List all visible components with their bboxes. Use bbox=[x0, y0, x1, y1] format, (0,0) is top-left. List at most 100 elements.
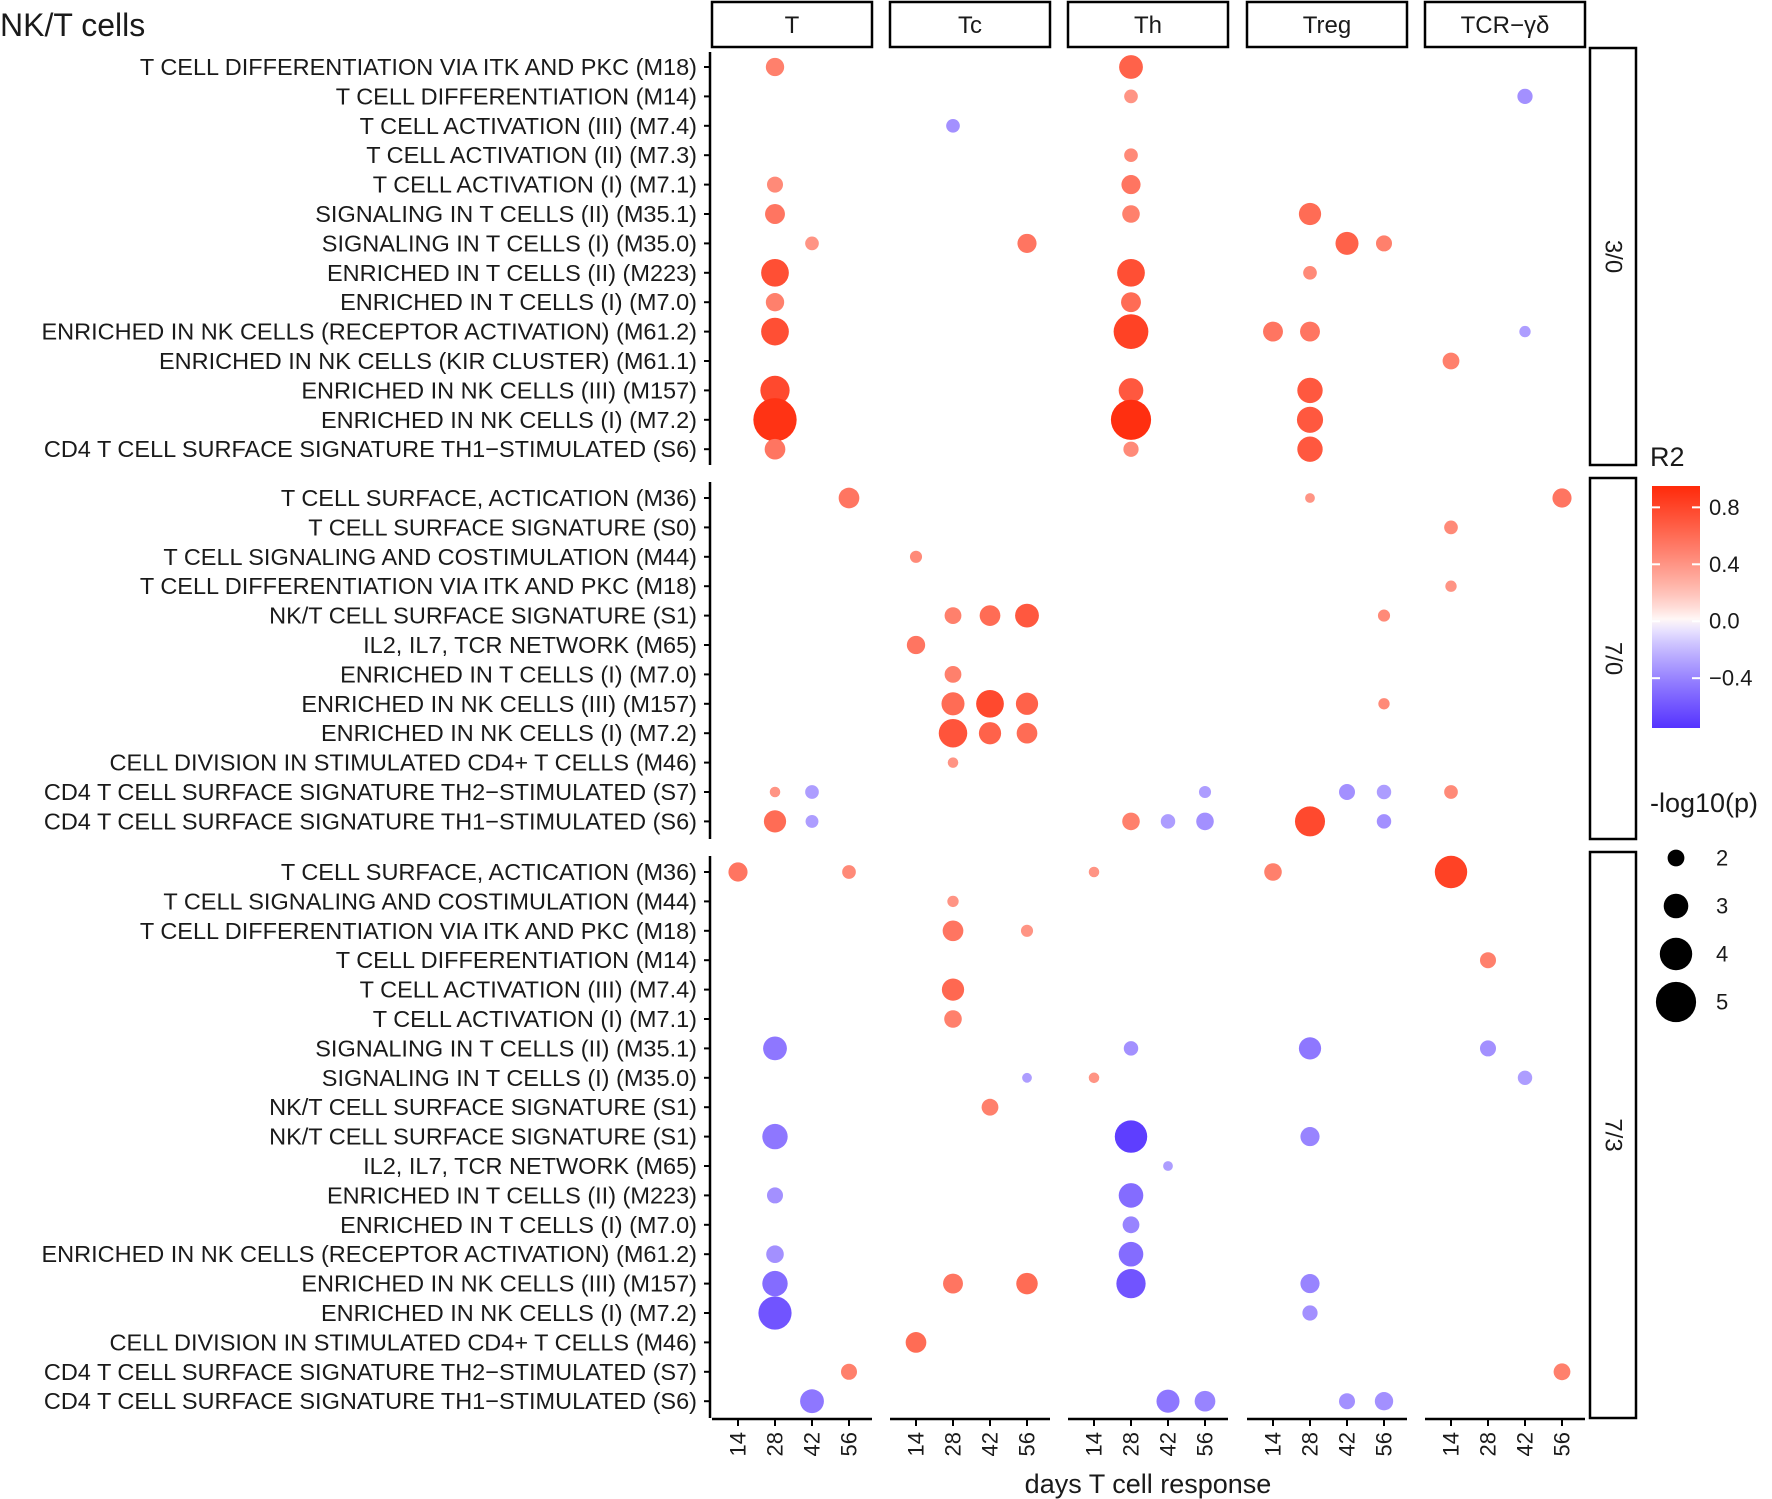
data-point bbox=[1375, 235, 1393, 252]
data-point bbox=[1117, 258, 1145, 287]
data-point bbox=[1124, 148, 1138, 163]
data-point bbox=[1160, 814, 1176, 829]
row-label: ENRICHED IN T CELLS (II) (M223) bbox=[327, 1182, 697, 1208]
x-tick-label: 28 bbox=[1119, 1432, 1144, 1456]
data-point bbox=[1300, 1127, 1320, 1147]
data-point bbox=[800, 1389, 824, 1414]
row-label: ENRICHED IN NK CELLS (III) (M157) bbox=[301, 691, 697, 717]
data-point bbox=[728, 862, 748, 882]
row-panel-label: 7/3 bbox=[1600, 1118, 1627, 1151]
data-point bbox=[1022, 1072, 1032, 1083]
size-legend-label: 2 bbox=[1716, 846, 1728, 871]
data-point bbox=[976, 689, 1004, 718]
row-label: ENRICHED IN T CELLS (I) (M7.0) bbox=[340, 1212, 697, 1238]
row-label: SIGNALING IN T CELLS (II) (M35.1) bbox=[315, 1035, 697, 1061]
data-point bbox=[1298, 1037, 1322, 1060]
data-point bbox=[1552, 488, 1572, 508]
data-point bbox=[1302, 1305, 1318, 1321]
data-point bbox=[1121, 175, 1141, 195]
data-point bbox=[1338, 1393, 1356, 1410]
x-tick-label: 14 bbox=[726, 1432, 751, 1456]
row-panel-label: 7/0 bbox=[1600, 642, 1627, 675]
data-point bbox=[1297, 377, 1323, 404]
data-point bbox=[769, 786, 781, 798]
row-label: T CELL ACTIVATION (III) (M7.4) bbox=[360, 113, 697, 139]
color-legend-tick-label: −0.4 bbox=[1709, 666, 1752, 691]
data-point bbox=[1124, 89, 1138, 104]
data-point bbox=[1122, 205, 1140, 223]
color-bar bbox=[1652, 486, 1700, 728]
x-tick-label: 56 bbox=[1193, 1432, 1218, 1456]
data-point bbox=[840, 1363, 858, 1380]
size-legend-dot bbox=[1655, 981, 1697, 1023]
row-label: CELL DIVISION IN STIMULATED CD4+ T CELLS… bbox=[110, 750, 697, 776]
data-point bbox=[1303, 265, 1317, 280]
column-panel-label: TCR−γδ bbox=[1461, 12, 1550, 39]
data-point bbox=[762, 1123, 788, 1150]
column-strip-box bbox=[710, 0, 874, 49]
row-label: T CELL DIFFERENTIATION VIA ITK AND PKC (… bbox=[140, 918, 697, 944]
data-point bbox=[1016, 722, 1038, 744]
row-label: ENRICHED IN T CELLS (I) (M7.0) bbox=[340, 289, 697, 315]
data-point bbox=[766, 176, 784, 193]
size-legend-label: 4 bbox=[1716, 942, 1728, 967]
column-strips: T Tc Th Treg TCR−γδ bbox=[710, 0, 1587, 49]
x-tick-label: 56 bbox=[1015, 1432, 1040, 1456]
data-point bbox=[1123, 1041, 1139, 1056]
x-tick-label: 42 bbox=[1156, 1432, 1181, 1456]
data-point bbox=[1517, 1070, 1533, 1086]
data-point bbox=[978, 722, 1002, 745]
data-point bbox=[1123, 441, 1139, 457]
data-point bbox=[1121, 292, 1141, 313]
x-tick-label: 42 bbox=[1513, 1432, 1538, 1456]
row-label: CD4 T CELL SURFACE SIGNATURE TH2−STIMULA… bbox=[44, 1359, 697, 1385]
row-label: ENRICHED IN NK CELLS (I) (M7.2) bbox=[321, 1300, 697, 1326]
row-label: SIGNALING IN T CELLS (II) (M35.1) bbox=[315, 201, 697, 227]
data-point bbox=[805, 814, 819, 828]
data-point bbox=[1118, 378, 1144, 403]
data-point bbox=[1444, 785, 1458, 799]
data-point bbox=[838, 487, 860, 509]
data-point bbox=[909, 550, 923, 563]
data-point bbox=[1156, 1389, 1180, 1413]
data-point bbox=[1376, 814, 1392, 829]
x-tick-label: 56 bbox=[1550, 1432, 1575, 1456]
data-point bbox=[1338, 783, 1356, 801]
x-tick-label: 28 bbox=[1476, 1432, 1501, 1456]
x-tick-label: 28 bbox=[763, 1432, 788, 1456]
row-label: T CELL DIFFERENTIATION (M14) bbox=[336, 83, 697, 109]
row-label: T CELL DIFFERENTIATION VIA ITK AND PKC (… bbox=[140, 573, 697, 599]
data-point bbox=[761, 317, 789, 346]
x-tick-labels: 14 28 42 56 14 28 42 56 14 28 42 56 14 28 42 56 14 28 42 56 bbox=[726, 1432, 1575, 1456]
row-label: ENRICHED IN NK CELLS (III) (M157) bbox=[301, 377, 697, 403]
data-point bbox=[1198, 785, 1212, 799]
x-tick-label: 14 bbox=[1439, 1432, 1464, 1456]
row-label: T CELL ACTIVATION (II) (M7.3) bbox=[366, 142, 697, 168]
data-point bbox=[763, 1036, 787, 1061]
row-label: T CELL ACTIVATION (III) (M7.4) bbox=[360, 977, 697, 1003]
data-point bbox=[1015, 603, 1039, 628]
color-legend-tick-label: 0.4 bbox=[1709, 552, 1740, 577]
data-point bbox=[1300, 321, 1320, 342]
legend: R2 0.8 0.4 0.0 −0.4 -log10(p) 2 3 4 5 bbox=[1650, 442, 1758, 1023]
data-point bbox=[762, 1270, 788, 1297]
data-point bbox=[1114, 1120, 1148, 1153]
row-label: T CELL ACTIVATION (I) (M7.1) bbox=[373, 1006, 697, 1032]
data-point bbox=[1163, 1161, 1173, 1171]
row-label: NK/T CELL SURFACE SIGNATURE (S1) bbox=[269, 1094, 697, 1120]
column-panel-label: Th bbox=[1134, 12, 1162, 39]
size-legend-label: 3 bbox=[1716, 894, 1728, 919]
data-point bbox=[1017, 233, 1037, 253]
data-point bbox=[1445, 580, 1457, 592]
data-point bbox=[1088, 1072, 1100, 1084]
x-tick-label: 28 bbox=[1298, 1432, 1323, 1456]
row-strips: 3/0 7/0 7/3 bbox=[1588, 46, 1638, 1420]
data-point bbox=[1376, 784, 1392, 800]
data-point bbox=[765, 293, 785, 312]
size-legend-dot bbox=[1659, 937, 1693, 971]
data-point bbox=[1374, 1392, 1394, 1411]
data-point bbox=[906, 635, 926, 655]
data-point bbox=[941, 692, 965, 716]
data-point bbox=[1298, 202, 1322, 226]
data-point bbox=[1122, 1216, 1140, 1234]
